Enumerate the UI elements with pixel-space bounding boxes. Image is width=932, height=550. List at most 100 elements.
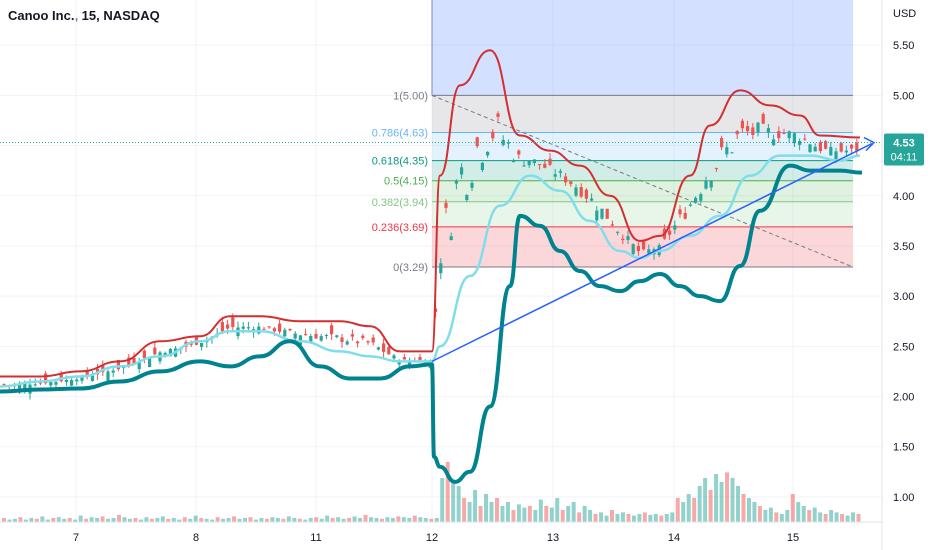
candle-body [163, 352, 167, 356]
last-price-value: 4.53 [893, 138, 914, 150]
candle-body [439, 263, 443, 274]
volume-bar [434, 518, 439, 522]
volume-bar [774, 512, 779, 522]
volume-bar [390, 518, 395, 522]
candle-body [798, 141, 802, 145]
candle-body [855, 142, 859, 152]
volume-bar [111, 518, 116, 522]
volume-bar [270, 517, 275, 522]
candle-body [673, 225, 677, 230]
volume-bar [582, 506, 587, 522]
volume-bar [746, 498, 751, 522]
volume-bar [67, 518, 72, 522]
candle-body [272, 328, 276, 332]
time-axis: 7 8 11 12 13 14 15 [0, 521, 882, 544]
time-tick-label: 13 [547, 532, 559, 544]
indicator-lines [0, 49, 882, 484]
volume-bar [319, 518, 324, 522]
candle-body [782, 132, 786, 134]
candle-body [90, 375, 94, 381]
candle-body [558, 171, 562, 173]
volume-bar [538, 499, 543, 522]
candle-body [402, 357, 406, 360]
volume-bar [264, 518, 269, 522]
volume-bar [253, 519, 258, 522]
candle-body [605, 208, 609, 219]
fib-level-label: 1(5.00) [393, 90, 428, 102]
volume-bar [725, 472, 730, 522]
candle-body [792, 133, 796, 144]
fib-extension-zone [432, 0, 853, 96]
candle-body [704, 180, 708, 189]
volume-bar [533, 510, 538, 522]
candle-body [735, 131, 739, 135]
candle-body [75, 379, 79, 382]
volume-bar [631, 515, 636, 522]
volume-bar [708, 490, 713, 522]
volume-bar [527, 506, 532, 522]
volume-bar [177, 519, 182, 522]
candle-body [106, 371, 110, 381]
candle-body [200, 342, 204, 347]
fibonacci-retracement: 1(5.00) 0.786(4.63) 0.618(4.35) 0.5(4.15) 0.… [372, 0, 854, 274]
volume-bar [155, 518, 160, 522]
volume-bar [166, 518, 171, 522]
volume-bar [363, 514, 368, 522]
volume-bar [78, 515, 83, 522]
upper-band-line [0, 49, 861, 378]
candle-body [574, 187, 578, 196]
candle-body [366, 341, 370, 343]
volume-bar [445, 462, 450, 522]
bar-countdown: 04:11 [891, 152, 918, 164]
candle-body [283, 329, 287, 337]
volume-bar [653, 514, 658, 522]
volume-bar [741, 494, 746, 522]
candle-body [168, 348, 172, 357]
candle-body [101, 364, 105, 373]
candle-body [579, 187, 583, 197]
volume-bar [303, 519, 308, 522]
volume-bar [840, 514, 845, 522]
candle-body [226, 324, 230, 329]
candle-body [361, 335, 365, 338]
volume-bar [127, 518, 132, 522]
fib-level-label: 0.618(4.35) [372, 156, 428, 168]
candle-body [246, 327, 250, 329]
volume-bar [144, 517, 149, 522]
trend-line [431, 142, 873, 363]
candle-body [600, 208, 604, 219]
chart-title: Canoo Inc., 15, NASDAQ [8, 8, 160, 23]
volume-bar [281, 518, 286, 522]
candle-body [486, 151, 490, 156]
last-price-tag [884, 133, 924, 166]
candle-body [720, 138, 724, 148]
volume-bar [401, 517, 406, 522]
volume-bar [637, 514, 642, 522]
volume-bar [248, 517, 253, 522]
time-tick-label: 12 [426, 532, 438, 544]
volume-bar [763, 510, 768, 522]
volume-bar [374, 518, 379, 522]
fib-zone [432, 95, 853, 133]
volume-bar [675, 498, 680, 522]
volume-bar [796, 502, 801, 522]
volume-bar [226, 518, 231, 522]
price-axis: USD1.001.502.002.503.003.504.004.505.005… [881, 0, 916, 550]
volume-bar [462, 498, 467, 522]
volume-bar [856, 514, 861, 522]
volume-bar [232, 516, 237, 522]
volume-bar [599, 512, 604, 522]
candle-body [506, 142, 510, 144]
trend-line-arrowhead [863, 136, 876, 152]
candle-body [345, 341, 349, 345]
volume-bar [834, 512, 839, 522]
candle-body [127, 357, 131, 365]
volume-bar [615, 514, 620, 522]
candle-body [813, 146, 817, 152]
candle-body [397, 361, 401, 365]
volume-bar [779, 514, 784, 522]
fib-level-label: 0.786(4.63) [372, 128, 428, 140]
volume-bar [823, 514, 828, 522]
candle-body [465, 194, 469, 201]
